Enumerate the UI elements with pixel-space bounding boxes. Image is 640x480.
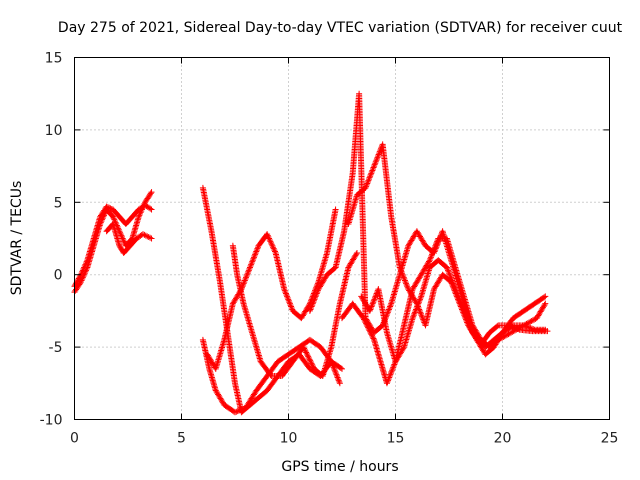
- x-axis-label: GPS time / hours: [281, 459, 398, 475]
- y-tick-label: -10: [40, 413, 63, 429]
- y-tick-label: 5: [54, 195, 63, 211]
- y-tick-label: 10: [45, 123, 63, 139]
- series-arc-11: [358, 257, 551, 365]
- plot-frame: [74, 57, 610, 420]
- x-tick-label: 5: [177, 431, 186, 447]
- y-tick-label: 0: [54, 268, 63, 284]
- y-tick-label: 15: [45, 51, 63, 67]
- x-tick-label: 20: [494, 431, 512, 447]
- series-arc-4: [199, 184, 345, 416]
- x-tick-label: 15: [387, 431, 405, 447]
- series-arc-3: [103, 221, 155, 256]
- series-arc-10: [339, 235, 549, 387]
- series-arc-7: [229, 242, 360, 380]
- chart-title: Day 275 of 2021, Sidereal Day-to-day VTE…: [58, 20, 623, 36]
- x-tick-label: 10: [280, 431, 298, 447]
- x-tick-label: 0: [70, 431, 79, 447]
- data-points: [71, 90, 551, 416]
- axis-ticks: 0 5 10 15 20 25 -10 -5 0 5 10 15: [40, 51, 619, 447]
- y-axis-label: SDTVAR / TECUs: [9, 181, 25, 296]
- y-tick-label: -5: [49, 340, 63, 356]
- x-tick-label: 25: [601, 431, 619, 447]
